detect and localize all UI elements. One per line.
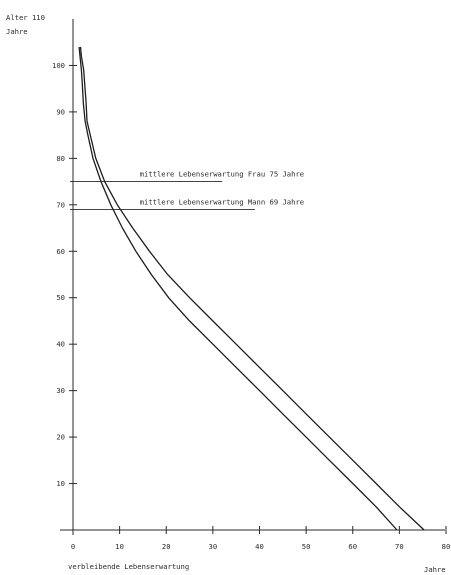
x-axis-unit: Jahre [424, 565, 446, 574]
x-tick-label: 30 [209, 542, 218, 551]
y-tick-label: 100 [52, 61, 65, 70]
x-tick-label: 60 [348, 542, 357, 551]
y-tick-label: 80 [56, 154, 65, 163]
y-tick-label: 10 [56, 479, 65, 488]
x-tick-label: 70 [395, 542, 404, 551]
y-tick-label: 20 [56, 433, 65, 442]
survival-curves [78, 46, 425, 531]
tick-labels: 10 20 30 40 50 60 70 80 90 100 0 10 20 30 40 50 60 70 80 [52, 61, 450, 551]
x-tick-label: 50 [302, 542, 311, 551]
y-tick-label: 60 [56, 247, 65, 256]
y-axis-title-line1: Alter 110 [6, 13, 45, 22]
y-tick-label: 70 [56, 200, 65, 209]
y-tick-label: 40 [56, 340, 65, 349]
reference-label: mittlere Lebenserwartung Mann 69 Jahre [140, 197, 304, 206]
y-tick-label: 30 [56, 386, 65, 395]
x-tick-label: 40 [255, 542, 264, 551]
x-tick-label: 10 [115, 542, 124, 551]
reference-lines: mittlere Lebenserwartung Frau 75 Jahre mi… [70, 170, 304, 210]
x-tick-label: 0 [71, 542, 75, 551]
y-tick-label: 90 [56, 107, 65, 116]
x-tick-label: 20 [162, 542, 171, 551]
reference-label: mittlere Lebenserwartung Frau 75 Jahre [140, 170, 304, 179]
survival-curve [79, 46, 425, 531]
y-tick-label: 50 [56, 293, 65, 302]
x-axis-title: verbleibende Lebenserwartung [68, 562, 189, 571]
y-axis-title-line2: Jahre [6, 27, 28, 36]
survival-curve [78, 46, 398, 531]
axes [60, 19, 445, 535]
tick-marks [69, 64, 447, 534]
x-tick-label: 80 [442, 542, 451, 551]
